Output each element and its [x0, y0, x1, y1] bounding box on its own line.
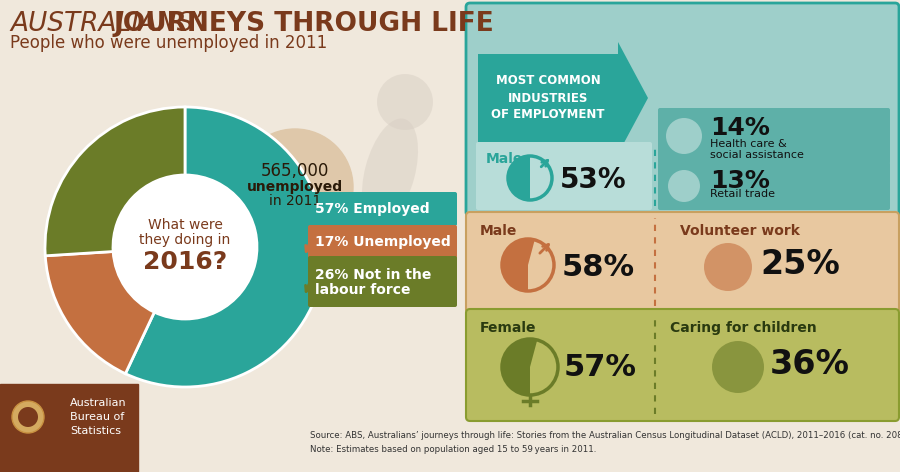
Text: 58%: 58% — [562, 253, 635, 281]
Text: social assistance: social assistance — [710, 150, 804, 160]
Text: in 2011: in 2011 — [269, 194, 321, 208]
Circle shape — [18, 407, 38, 427]
Text: Retail trade: Retail trade — [710, 189, 775, 199]
FancyBboxPatch shape — [466, 212, 899, 313]
Text: Source: ABS, Australians’ journeys through life: Stories from the Australian Cen: Source: ABS, Australians’ journeys throu… — [310, 431, 900, 440]
Text: Male: Male — [480, 224, 518, 238]
FancyBboxPatch shape — [466, 3, 899, 216]
Text: 13%: 13% — [710, 169, 770, 193]
Text: 53%: 53% — [560, 166, 626, 194]
Text: People who were unemployed in 2011: People who were unemployed in 2011 — [10, 34, 328, 52]
Text: Male: Male — [486, 152, 524, 166]
Polygon shape — [478, 42, 648, 154]
FancyBboxPatch shape — [308, 256, 457, 307]
Text: they doing in: they doing in — [140, 233, 230, 247]
Circle shape — [668, 170, 700, 202]
Wedge shape — [508, 156, 530, 200]
Text: 25%: 25% — [760, 248, 840, 281]
Text: Health care &: Health care & — [710, 139, 787, 149]
Text: labour force: labour force — [315, 283, 410, 296]
Text: Caring for children: Caring for children — [670, 321, 817, 335]
Text: 36%: 36% — [770, 348, 850, 381]
FancyBboxPatch shape — [476, 142, 652, 210]
Ellipse shape — [353, 209, 387, 275]
Circle shape — [237, 129, 353, 245]
Circle shape — [666, 118, 702, 154]
Text: Note: Estimates based on population aged 15 to 59 years in 2011.: Note: Estimates based on population aged… — [310, 446, 597, 455]
Circle shape — [712, 341, 764, 393]
Text: 26% Not in the: 26% Not in the — [315, 268, 431, 282]
Text: 57%: 57% — [564, 353, 637, 381]
Text: 17% Unemployed: 17% Unemployed — [315, 235, 451, 249]
Circle shape — [113, 175, 257, 319]
Text: 57% Employed: 57% Employed — [315, 202, 429, 216]
FancyBboxPatch shape — [466, 309, 899, 421]
Circle shape — [12, 401, 44, 433]
Text: What were: What were — [148, 218, 222, 232]
Wedge shape — [45, 252, 154, 374]
Ellipse shape — [405, 218, 435, 286]
Bar — [0, 384, 138, 472]
Wedge shape — [502, 339, 537, 395]
Text: AUSTRALIANS’: AUSTRALIANS’ — [10, 11, 211, 37]
FancyBboxPatch shape — [308, 225, 457, 259]
Wedge shape — [45, 107, 185, 256]
FancyBboxPatch shape — [658, 108, 890, 164]
Circle shape — [704, 243, 752, 291]
Text: unemployed: unemployed — [247, 180, 343, 194]
Text: Australian
Bureau of
Statistics: Australian Bureau of Statistics — [70, 398, 127, 436]
FancyBboxPatch shape — [308, 192, 457, 226]
Text: Volunteer work: Volunteer work — [680, 224, 800, 238]
Text: 14%: 14% — [710, 116, 770, 140]
Text: 565,000: 565,000 — [261, 162, 329, 180]
Ellipse shape — [362, 118, 418, 226]
FancyBboxPatch shape — [658, 162, 890, 210]
Text: JOURNEYS THROUGH LIFE: JOURNEYS THROUGH LIFE — [113, 11, 494, 37]
Wedge shape — [502, 239, 535, 291]
Wedge shape — [125, 107, 325, 387]
Circle shape — [377, 74, 433, 130]
Text: MOST COMMON
INDUSTRIES
OF EMPLOYMENT: MOST COMMON INDUSTRIES OF EMPLOYMENT — [491, 75, 605, 121]
Text: 2016?: 2016? — [143, 250, 227, 274]
Text: Female: Female — [480, 321, 536, 335]
